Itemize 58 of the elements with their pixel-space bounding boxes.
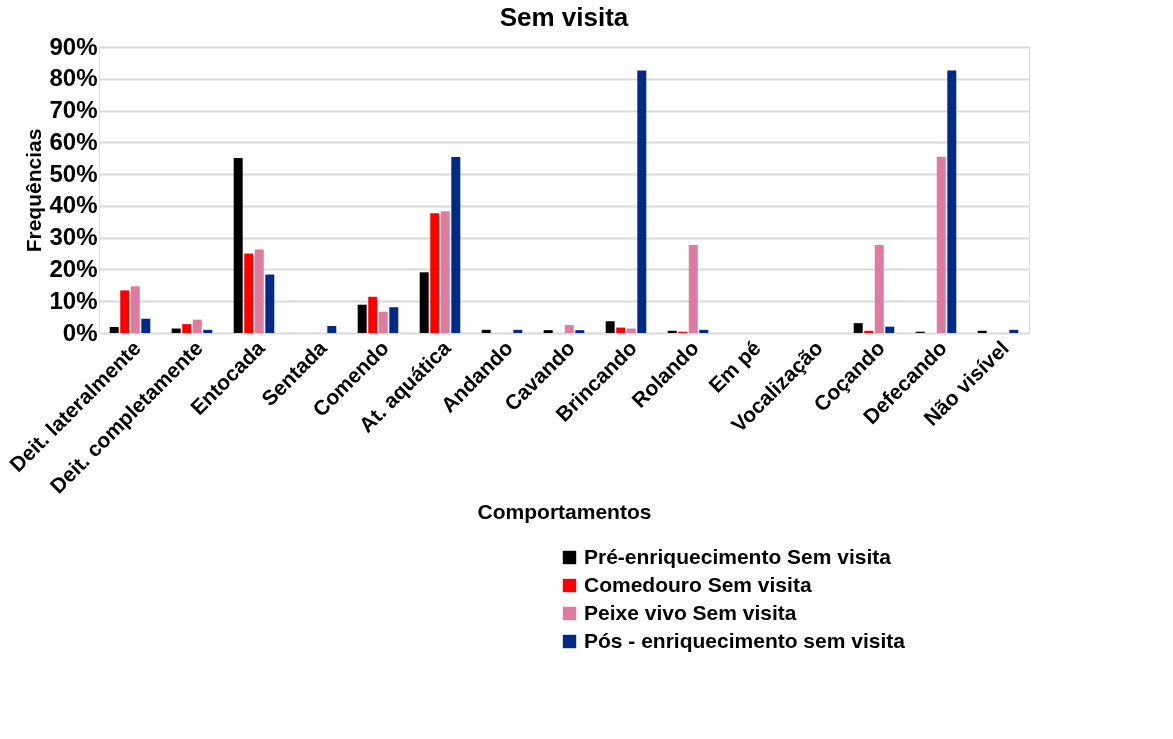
y-tick-label: 80% (49, 64, 98, 92)
y-axis-title: Frequências (22, 128, 46, 253)
bar (853, 323, 863, 333)
bar (130, 286, 140, 333)
bar (430, 213, 440, 333)
legend-label: Pré-enriquecimento Sem visita (584, 544, 892, 568)
legend-label: Comedouro Sem visita (584, 572, 812, 596)
bar (244, 253, 254, 333)
y-tick-label: 90% (49, 32, 98, 60)
bar (171, 328, 181, 333)
bar (874, 244, 884, 333)
y-tick-label: 10% (49, 286, 98, 314)
bar (885, 326, 895, 333)
bar (182, 324, 192, 333)
bar (141, 318, 151, 333)
bar (513, 329, 523, 333)
legend-label: Pós - enriquecimento sem visita (584, 628, 906, 652)
bar (357, 304, 367, 333)
y-tick-label: 60% (49, 127, 98, 155)
bar (440, 211, 450, 333)
bar (378, 311, 388, 333)
bar (626, 328, 636, 333)
y-tick-label: 70% (49, 96, 98, 124)
bar (203, 329, 213, 333)
bar (977, 330, 987, 333)
y-tick-label: 30% (49, 223, 98, 251)
bar (109, 326, 119, 333)
y-tick-label: 40% (49, 191, 98, 219)
bar (389, 307, 399, 333)
bar (616, 327, 626, 333)
bar (327, 326, 337, 333)
bar (936, 156, 946, 333)
bar (192, 319, 202, 333)
bar (233, 157, 243, 333)
bar (481, 329, 491, 333)
bar (265, 274, 275, 333)
bar (1009, 329, 1019, 333)
bar (637, 70, 647, 333)
bar (419, 272, 429, 333)
legend-label: Peixe vivo Sem visita (584, 600, 797, 624)
x-axis-title: Comportamentos (477, 499, 652, 523)
chart-title: Sem visita (499, 2, 629, 32)
y-tick-label: 20% (49, 254, 98, 282)
bar (605, 321, 615, 333)
bar (699, 329, 709, 333)
bar (451, 156, 461, 333)
bar (254, 249, 264, 333)
bar (947, 70, 957, 333)
bar (688, 244, 698, 333)
bar (368, 296, 378, 333)
y-tick-label: 0% (62, 318, 98, 346)
bar (543, 330, 553, 333)
bar (864, 330, 874, 333)
y-tick-label: 50% (49, 159, 98, 187)
bar (667, 330, 677, 333)
bar (120, 290, 130, 333)
bar (564, 325, 574, 333)
bar (575, 330, 585, 333)
